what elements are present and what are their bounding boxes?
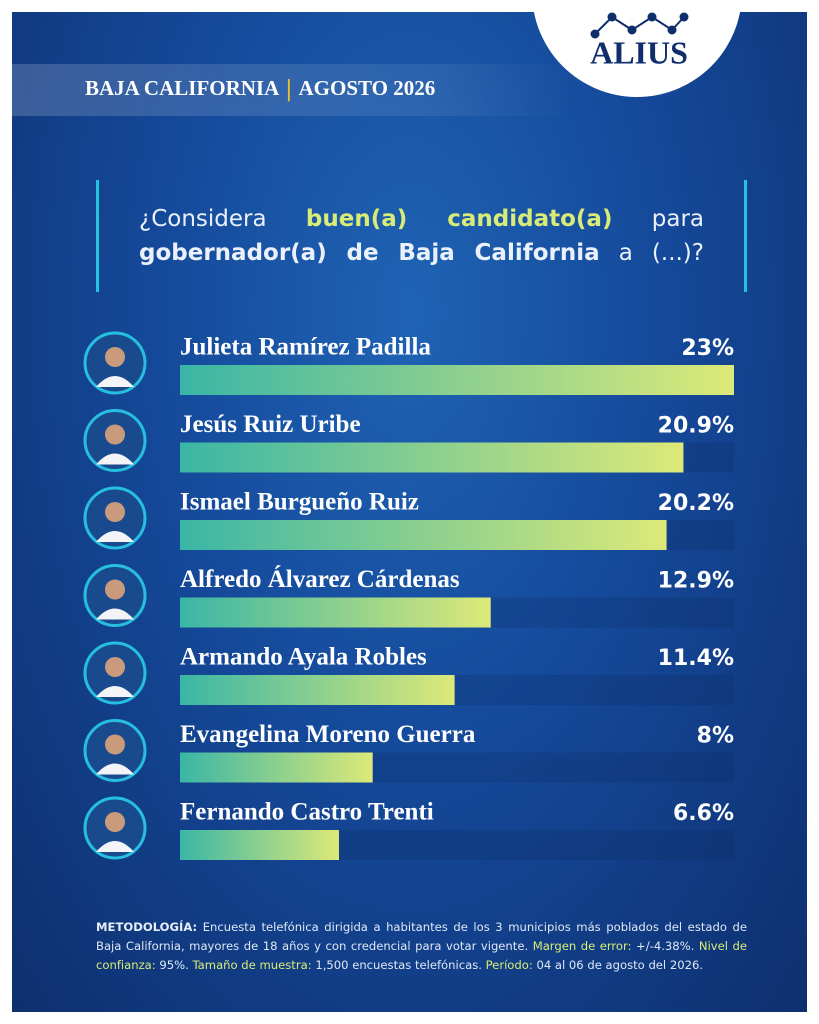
value-label: 23% <box>681 336 734 361</box>
methodology-text: Encuesta telefónica dirigida a habitante… <box>96 920 747 953</box>
value-label: 11.4% <box>658 646 734 671</box>
avatar-head <box>105 502 125 522</box>
avatar-body <box>96 763 134 775</box>
avatar-head <box>105 579 125 600</box>
category-label: Ismael Burgueño Ruiz <box>180 489 419 516</box>
value-label: 8% <box>697 724 734 749</box>
category-label: Armando Ayala Robles <box>180 644 427 671</box>
avatar-head <box>105 812 125 832</box>
logo-icon <box>590 12 689 39</box>
avatar-head <box>105 424 125 445</box>
question-text: ¿Considera <box>139 206 267 232</box>
avatar-head <box>105 734 125 755</box>
value-label: 20.9% <box>658 414 734 439</box>
value-label: 6.6% <box>673 801 734 826</box>
header-date: AGOSTO 2026 <box>299 76 436 100</box>
methodology-text: 95%. <box>159 958 189 972</box>
bar <box>180 442 684 473</box>
bar <box>180 830 339 860</box>
bar <box>180 675 455 705</box>
methodology-text: 1,500 encuestas telefónicas. <box>315 958 482 972</box>
value-label: 12.9% <box>658 569 734 594</box>
question-text: a (...)? <box>618 240 704 266</box>
methodology-item: Nivel de confianza: 95%. <box>96 939 747 972</box>
avatar-head <box>105 657 125 677</box>
avatar-body <box>96 608 134 620</box>
methodology-label: Margen de error: <box>532 939 632 953</box>
avatar-head <box>105 347 125 367</box>
avatar-body <box>96 376 134 387</box>
category-label: Julieta Ramírez Padilla <box>180 334 431 361</box>
methodology: METODOLOGÍA: Encuesta telefónica dirigid… <box>96 918 747 975</box>
question-box: ¿Considera buen(a) candidato(a) para gob… <box>96 180 747 292</box>
avatar-body <box>96 531 134 542</box>
header-separator: | <box>285 77 292 102</box>
panel: BAJA CALIFORNIA | AGOSTO 2026 ALIUS Juli… <box>12 12 807 1012</box>
avatar-body <box>96 686 134 697</box>
category-label: Alfredo Álvarez Cárdenas <box>180 565 460 593</box>
header-region: BAJA CALIFORNIA <box>85 76 280 100</box>
methodology-label: Nivel de confianza: <box>96 939 748 972</box>
methodology-label: Período: <box>485 958 533 972</box>
bar <box>180 365 734 395</box>
methodology-text: +/-4.38%. <box>636 939 695 953</box>
value-label: 20.2% <box>658 491 734 516</box>
question-text: para <box>651 206 705 232</box>
logo-text: ALIUS <box>590 34 688 70</box>
category-label: Fernando Castro Trenti <box>180 799 434 826</box>
category-label: Evangelina Moreno Guerra <box>180 721 476 748</box>
methodology-item: Tamaño de muestra: 1,500 encuestas telef… <box>193 958 482 972</box>
methodology-label: METODOLOGÍA: <box>96 920 198 934</box>
avatar-body <box>96 453 134 465</box>
methodology-item: Período: 04 al 06 de agosto del 2026. <box>486 958 703 972</box>
chart: BAJA CALIFORNIA | AGOSTO 2026 ALIUS Juli… <box>12 12 741 860</box>
question-text: gobernador(a) de Baja California <box>139 240 600 266</box>
question-highlight: buen(a) candidato(a) <box>305 206 613 232</box>
bar <box>180 752 373 783</box>
methodology-text: 04 al 06 de agosto del 2026. <box>536 958 704 972</box>
logo-badge <box>533 12 741 97</box>
category-label: Jesús Ruiz Uribe <box>180 411 361 438</box>
methodology-item: Margen de error: +/-4.38%. <box>533 939 695 953</box>
methodology-item: METODOLOGÍA: Encuesta telefónica dirigid… <box>96 920 747 953</box>
bar <box>180 597 491 628</box>
avatar-body <box>96 841 134 852</box>
methodology-label: Tamaño de muestra: <box>192 958 312 972</box>
header-band <box>12 64 572 116</box>
bar <box>180 520 667 550</box>
